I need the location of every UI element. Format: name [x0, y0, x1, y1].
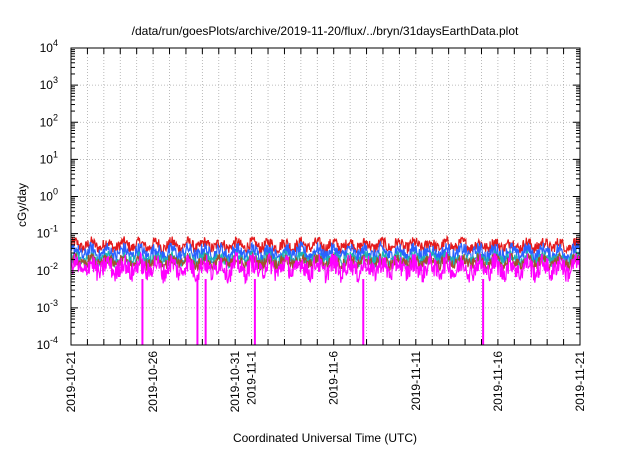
x-tick-label: 2019-11-1 [245, 351, 259, 405]
series-line [70, 250, 581, 285]
chart-title: /data/run/goesPlots/archive/2019-11-20/f… [132, 24, 519, 38]
y-tick-label: 10-3 [37, 298, 58, 315]
x-axis: 2019-10-21 2019-10-26 2019-10-31 2019-11-1 2… [64, 48, 587, 412]
x-tick-label: 2019-11-11 [409, 351, 423, 411]
y-tick-exponent: -1 [50, 224, 58, 234]
y-tick-label: 100 [40, 187, 58, 204]
y-tick-exponent: 0 [53, 187, 58, 197]
y-tick-exponent: 3 [53, 75, 58, 85]
y-tick-exponent: 1 [53, 149, 58, 159]
series-layer [70, 234, 581, 285]
dropout-layer [141, 278, 485, 345]
y-tick-label: 101 [40, 149, 58, 166]
y-tick-label: 102 [40, 112, 58, 129]
y-tick-exponent: 2 [53, 112, 58, 122]
x-tick-label: 2019-11-21 [573, 351, 587, 412]
x-tick-label: 2019-10-21 [64, 351, 78, 413]
y-tick-exponent: 4 [53, 38, 58, 48]
x-tick-label: 2019-11-16 [491, 351, 505, 412]
x-tick-label: 2019-11-6 [327, 351, 341, 405]
y-tick-exponent: -4 [50, 335, 58, 345]
y-tick-label: 103 [40, 75, 58, 92]
grid-lines [71, 48, 580, 345]
x-tick-label: 2019-10-26 [146, 351, 160, 413]
x-tick-label: 2019-10-31 [228, 351, 242, 413]
y-tick-label: 10-4 [37, 335, 58, 352]
y-tick-exponent: -3 [50, 298, 58, 308]
y-tick-label: 104 [40, 38, 58, 55]
x-axis-label: Coordinated Universal Time (UTC) [233, 431, 417, 445]
y-tick-label: 10-2 [37, 261, 58, 278]
series-line [70, 240, 581, 265]
y-tick-label: 10-1 [37, 224, 58, 241]
y-axis-label: cGy/day [15, 183, 29, 227]
y-tick-exponent: -2 [50, 261, 58, 271]
